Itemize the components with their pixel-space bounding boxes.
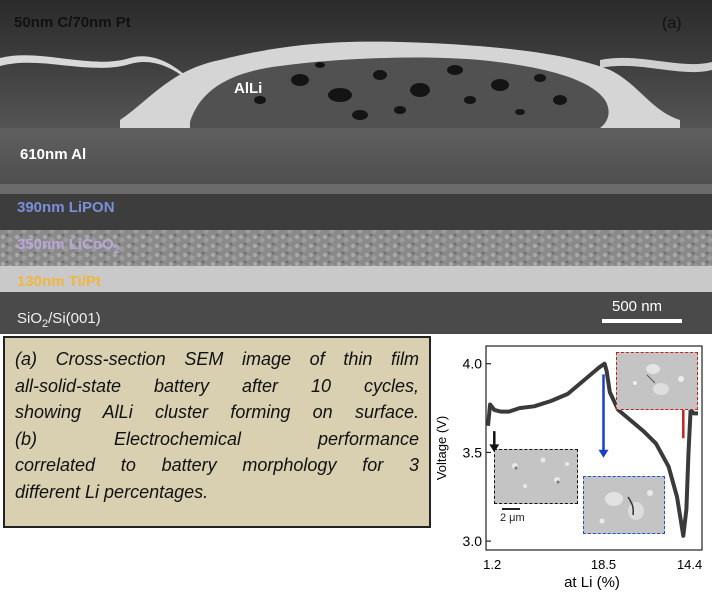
- layer-label-licoo2: 350nm LiCoO2: [17, 236, 120, 256]
- layer-label-al: 610nm Al: [20, 146, 87, 163]
- layer-label-lipon: 390nm LiPON: [17, 199, 115, 216]
- sem-inset-mid-li: [583, 476, 665, 534]
- y-axis-label: Voltage (V): [434, 416, 449, 480]
- licoo2-main-text: 350nm LiCoO: [17, 236, 114, 253]
- caption-line: all-solid-state battery after 10 cycles,: [15, 375, 419, 396]
- y-tick-label: 3.0: [463, 533, 483, 549]
- sem-inset-high-li: [616, 352, 698, 410]
- figure-caption: (a) Cross-section SEM image of thin film…: [3, 336, 431, 528]
- voltage-curve: [486, 361, 698, 538]
- si-text: /Si(001): [48, 310, 101, 327]
- scale-bar: [602, 319, 682, 323]
- layer-label-alli: AlLi: [234, 80, 263, 97]
- inset-texture: [599, 490, 653, 524]
- x-axis-label: at Li (%): [564, 574, 620, 591]
- layer-label-cap: 50nm C/70nm Pt: [14, 14, 131, 31]
- inset-scale-label: 2 μm: [500, 512, 525, 524]
- inset-scale-bar: [502, 508, 520, 510]
- layer-label-tipt: 130nm Ti/Pt: [17, 273, 101, 290]
- sem-image-panel: (a) 50nm C/70nm Pt AlLi 610nm Al 390nm L…: [0, 0, 712, 334]
- sem-image: [0, 0, 712, 334]
- voltage-chart: 3.0 3.5 4.0 1.2 18.5 14.4 Voltage (V) at Li …: [434, 338, 710, 599]
- y-tick-label: 3.5: [463, 444, 483, 460]
- layer-label-sio2: SiO2/Si(001): [17, 310, 101, 330]
- annotation-arrow-head: [598, 449, 609, 458]
- inset-texture: [633, 364, 684, 395]
- x-tick-label: 1.2: [483, 557, 501, 572]
- panel-a-letter: (a): [662, 15, 682, 32]
- x-tick-label: 14.4: [677, 557, 702, 572]
- scale-bar-label: 500 nm: [612, 298, 663, 315]
- annotation-arrow-head: [489, 444, 500, 453]
- licoo2-subscript: 2: [113, 244, 120, 256]
- sio2-text: SiO: [17, 310, 43, 327]
- inset-texture: [512, 457, 569, 488]
- x-tick-label: 18.5: [591, 557, 616, 572]
- caption-line: correlated to battery morphology for 3: [15, 455, 419, 475]
- caption-line: showing AlLi cluster forming on surface.: [15, 402, 419, 422]
- sio2-subscript: 2: [42, 318, 49, 330]
- y-tick-label: 4.0: [463, 356, 483, 372]
- sem-inset-low-li: [494, 449, 578, 504]
- caption-line: (a) Cross-section SEM image of thin film: [15, 349, 419, 369]
- caption-line: (b) Electrochemical performance: [15, 428, 419, 449]
- caption-line: different Li percentages.: [15, 481, 209, 502]
